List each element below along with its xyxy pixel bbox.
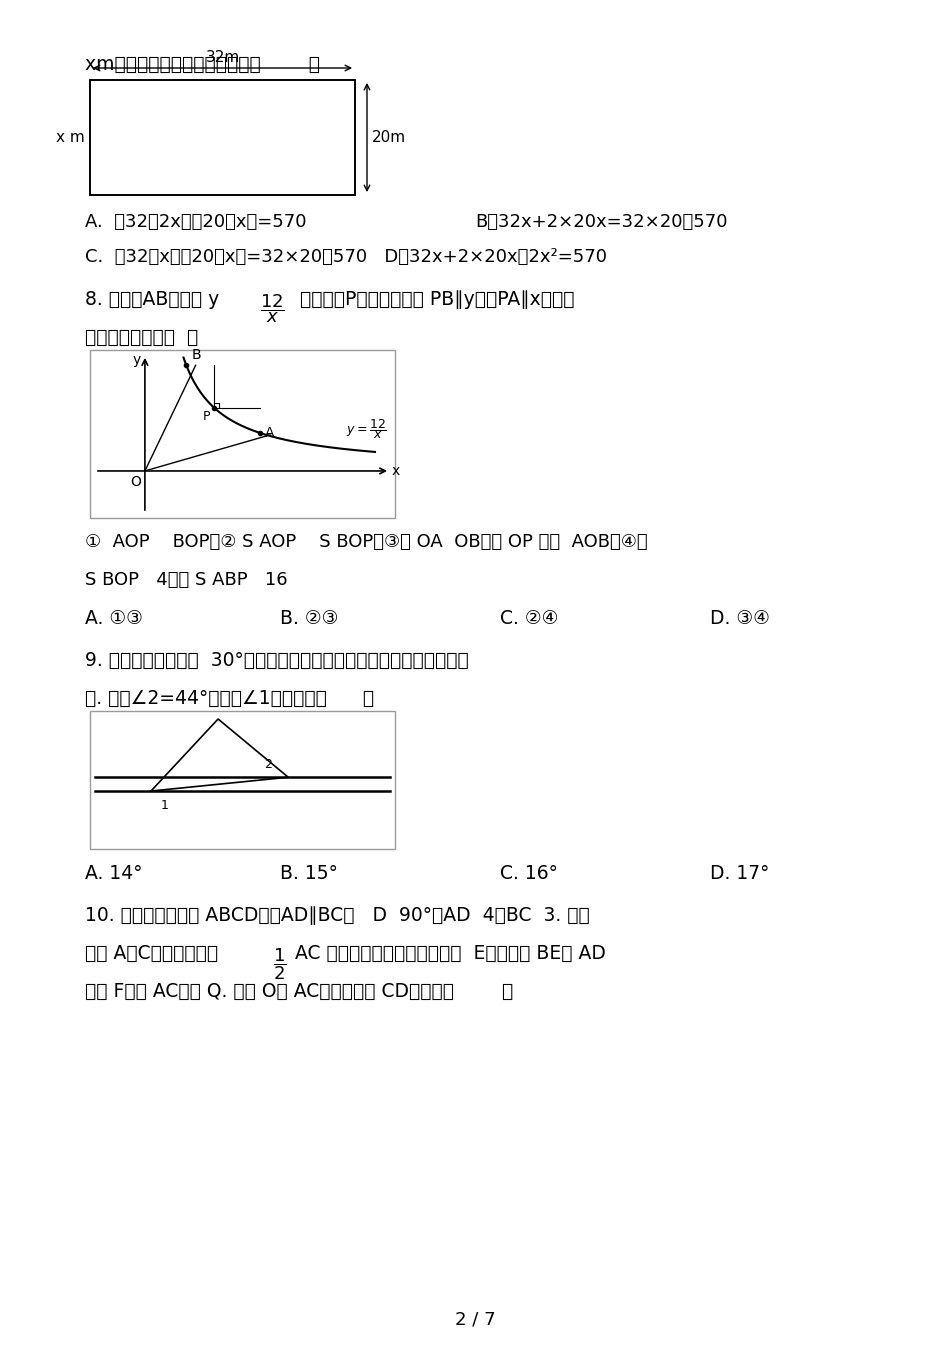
Text: 2: 2 (264, 759, 273, 771)
Text: 32m: 32m (205, 50, 239, 65)
Text: 2 / 7: 2 / 7 (455, 1310, 495, 1328)
Text: AC 长为半径作弧，两弧交于点  E，作射线 BE交 AD: AC 长为半径作弧，两弧交于点 E，作射线 BE交 AD (295, 944, 606, 963)
Text: 8. 如图，AB是函数 y: 8. 如图，AB是函数 y (85, 291, 225, 309)
Text: S BOP   4，则 S ABP   16: S BOP 4，则 S ABP 16 (85, 572, 288, 589)
Text: x m: x m (56, 130, 85, 145)
Text: $\dfrac{12}{x}$: $\dfrac{12}{x}$ (260, 292, 285, 324)
Bar (90, 712, 395, 849)
Text: D. 17°: D. 17° (710, 863, 770, 884)
Text: C. ②④: C. ②④ (500, 609, 559, 628)
Text: B: B (191, 348, 201, 362)
Text: 上两点，P为一动点，作 PB∥y轴，PA∥x轴，下: 上两点，P为一动点，作 PB∥y轴，PA∥x轴，下 (300, 291, 575, 309)
Text: 1: 1 (162, 799, 169, 812)
Text: D. ③④: D. ③④ (710, 609, 770, 628)
Text: y: y (133, 352, 141, 367)
Bar (254, 79, 280, 195)
Text: ①  AOP    BOP；② S AOP    S BOP；③若 OA  OB，则 OP 平分  AOB；④若: ① AOP BOP；② S AOP S BOP；③若 OA OB，则 OP 平分… (85, 533, 648, 551)
Text: xm，则下面所列方程正确的是（        ）: xm，则下面所列方程正确的是（ ） (85, 55, 320, 74)
Text: $y=\dfrac{12}{x}$: $y=\dfrac{12}{x}$ (346, 417, 387, 441)
Text: O: O (130, 475, 141, 490)
Text: A.  （32－2x）（20－x）=570: A. （32－2x）（20－x）=570 (85, 213, 307, 231)
Text: 10. 如图，在四边形 ABCD中，AD∥BC，   D  90°，AD  4，BC  3. 分别: 10. 如图，在四边形 ABCD中，AD∥BC， D 90°，AD 4，BC 3… (85, 907, 590, 925)
Text: $\dfrac{1}{2}$: $\dfrac{1}{2}$ (273, 946, 287, 982)
Text: B. 15°: B. 15° (280, 863, 338, 884)
Text: 于点 F，交 AC于点 Q. 若点 O是 AC的中点，则 CD的长为（        ）: 于点 F，交 AC于点 Q. 若点 O是 AC的中点，则 CD的长为（ ） (85, 982, 513, 1001)
Text: B．32x+2×20x=32×20－570: B．32x+2×20x=32×20－570 (475, 213, 728, 231)
Text: C. 16°: C. 16° (500, 863, 558, 884)
Bar (90, 79, 355, 195)
Text: x: x (392, 464, 400, 477)
Bar (90, 79, 355, 195)
Text: B. ②③: B. ②③ (280, 609, 338, 628)
Text: A: A (265, 426, 275, 440)
Text: A. 14°: A. 14° (85, 863, 142, 884)
Bar (165, 79, 192, 195)
Text: 列说法正确的是（  ）: 列说法正确的是（ ） (85, 328, 199, 347)
Bar (90, 350, 395, 518)
Text: P: P (202, 410, 210, 422)
Text: 上. 如果∠2=44°，那么∠1的度数是（      ）: 上. 如果∠2=44°，那么∠1的度数是（ ） (85, 689, 374, 707)
Text: A. ①③: A. ①③ (85, 609, 142, 628)
Bar (90, 124, 355, 152)
Text: 20m: 20m (372, 130, 407, 145)
Text: 以点 A、C为圆心，大于: 以点 A、C为圆心，大于 (85, 944, 224, 963)
Text: C.  （32－x）（20－x）=32×20－570   D．32x+2×20x－2x²=570: C. （32－x）（20－x）=32×20－570 D．32x+2×20x－2x… (85, 247, 607, 266)
Text: 9. 如图，有一块含有  30°角的直角三角形板的两个顶点放在直尺的对边: 9. 如图，有一块含有 30°角的直角三角形板的两个顶点放在直尺的对边 (85, 651, 468, 670)
